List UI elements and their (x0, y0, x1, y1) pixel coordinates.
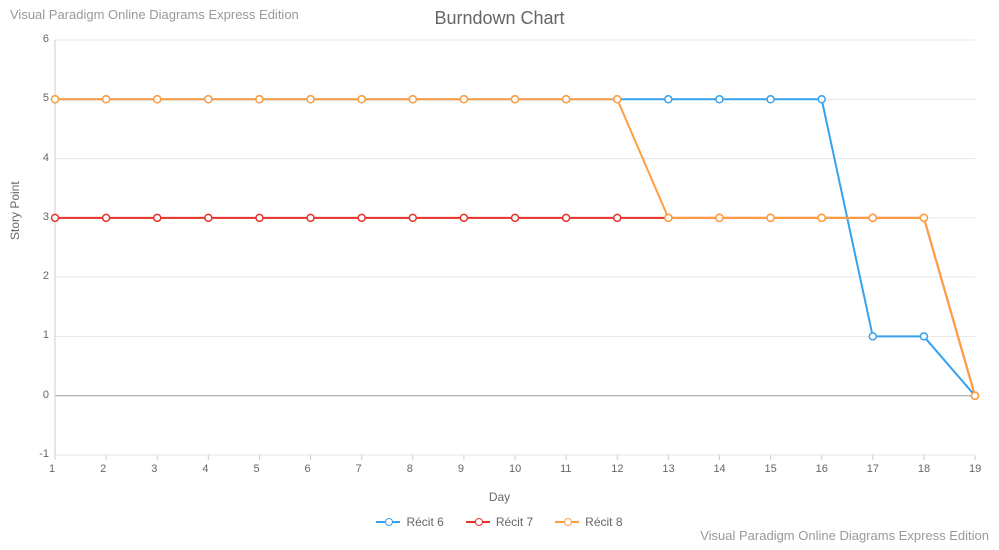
x-tick-label: 6 (305, 463, 311, 475)
x-tick-label: 10 (509, 463, 521, 475)
x-tick-label: 12 (611, 463, 623, 475)
burndown-chart-container: Visual Paradigm Online Diagrams Express … (0, 0, 999, 550)
x-tick-label: 5 (253, 463, 259, 475)
legend-marker-icon (564, 518, 572, 526)
legend-item[interactable]: Récit 7 (466, 515, 533, 529)
legend-line-icon (466, 521, 490, 523)
y-tick-label: 1 (43, 329, 49, 341)
x-tick-label: 17 (867, 463, 879, 475)
x-tick-label: 14 (713, 463, 725, 475)
chart-title: Burndown Chart (0, 8, 999, 29)
legend-marker-icon (475, 518, 483, 526)
x-tick-label: 15 (765, 463, 777, 475)
x-tick-label: 13 (662, 463, 674, 475)
chart-svg (45, 35, 985, 475)
x-tick-label: 4 (202, 463, 208, 475)
legend-label: Récit 8 (585, 515, 622, 529)
x-tick-label: 7 (356, 463, 362, 475)
y-tick-label: 2 (43, 270, 49, 282)
x-tick-label: 3 (151, 463, 157, 475)
legend-line-icon (555, 521, 579, 523)
y-tick-label: 6 (43, 33, 49, 45)
y-tick-label: 5 (43, 92, 49, 104)
x-tick-label: 16 (816, 463, 828, 475)
legend-marker-icon (385, 518, 393, 526)
x-axis-label: Day (0, 490, 999, 504)
x-tick-label: 8 (407, 463, 413, 475)
y-tick-label: -1 (39, 448, 49, 460)
y-axis-label: Story Point (8, 181, 22, 240)
y-tick-label: 0 (43, 389, 49, 401)
y-tick-label: 4 (43, 152, 49, 164)
x-tick-label: 19 (969, 463, 981, 475)
legend-label: Récit 7 (496, 515, 533, 529)
x-tick-label: 11 (560, 463, 571, 475)
x-tick-label: 9 (458, 463, 464, 475)
legend-line-icon (376, 521, 400, 523)
x-tick-label: 18 (918, 463, 930, 475)
x-tick-label: 1 (49, 463, 55, 475)
legend: Récit 6 Récit 7 Récit 8 (0, 515, 999, 529)
watermark-bottom: Visual Paradigm Online Diagrams Express … (700, 528, 989, 543)
legend-label: Récit 6 (406, 515, 443, 529)
legend-item[interactable]: Récit 6 (376, 515, 443, 529)
y-tick-label: 3 (43, 211, 49, 223)
legend-item[interactable]: Récit 8 (555, 515, 622, 529)
x-tick-label: 2 (100, 463, 106, 475)
